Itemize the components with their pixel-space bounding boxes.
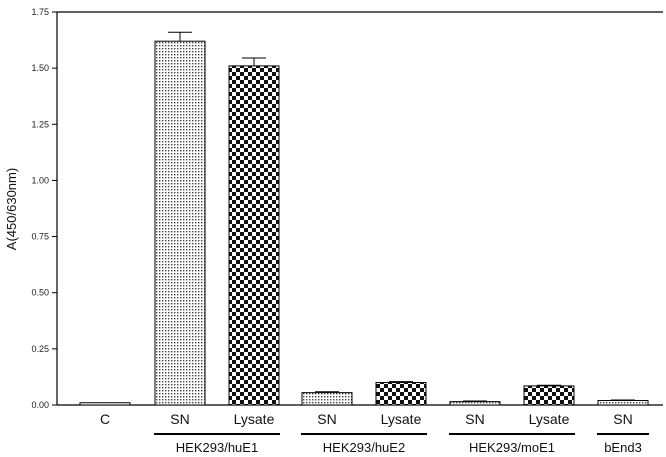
x-tick-label: Lysate xyxy=(529,411,570,427)
y-ticks: 0.00 0.25 0.50 0.75 1.00 1.25 1.50 1.75 xyxy=(31,7,57,410)
x-tick-label: C xyxy=(100,411,110,427)
bar xyxy=(301,392,353,406)
bar xyxy=(375,382,427,406)
bar xyxy=(79,402,131,406)
group-label: bEnd3 xyxy=(604,440,642,455)
x-tick-label: Lysate xyxy=(234,411,275,427)
bars xyxy=(79,31,649,406)
y-tick-label: 1.00 xyxy=(31,175,49,185)
bar xyxy=(597,400,649,406)
x-tick-label: SN xyxy=(613,411,632,427)
x-tick-label: SN xyxy=(465,411,484,427)
y-tick-label: 1.25 xyxy=(31,119,49,129)
bar xyxy=(523,385,575,406)
x-tick-label: Lysate xyxy=(381,411,422,427)
axes xyxy=(56,11,663,406)
bar xyxy=(228,65,280,406)
y-tick-label: 0.00 xyxy=(31,400,49,410)
group-labels: HEK293/huE1 HEK293/huE2 HEK293/moE1 bEnd3 xyxy=(154,433,649,455)
y-axis-label: A(450/630nm) xyxy=(4,168,19,250)
x-tick-labels: C SN Lysate SN Lysate SN Lysate SN xyxy=(100,411,633,427)
group-label: HEK293/huE2 xyxy=(323,440,405,455)
bar xyxy=(154,40,206,406)
x-tick-label: SN xyxy=(170,411,189,427)
y-tick-label: 0.50 xyxy=(31,288,49,298)
y-tick-label: 1.75 xyxy=(31,7,49,17)
x-tick-label: SN xyxy=(317,411,336,427)
y-tick-label: 0.75 xyxy=(31,232,49,242)
bar xyxy=(449,401,501,406)
y-tick-label: 0.25 xyxy=(31,344,49,354)
y-tick-label: 1.50 xyxy=(31,63,49,73)
group-label: HEK293/huE1 xyxy=(176,440,258,455)
group-label: HEK293/moE1 xyxy=(469,440,555,455)
